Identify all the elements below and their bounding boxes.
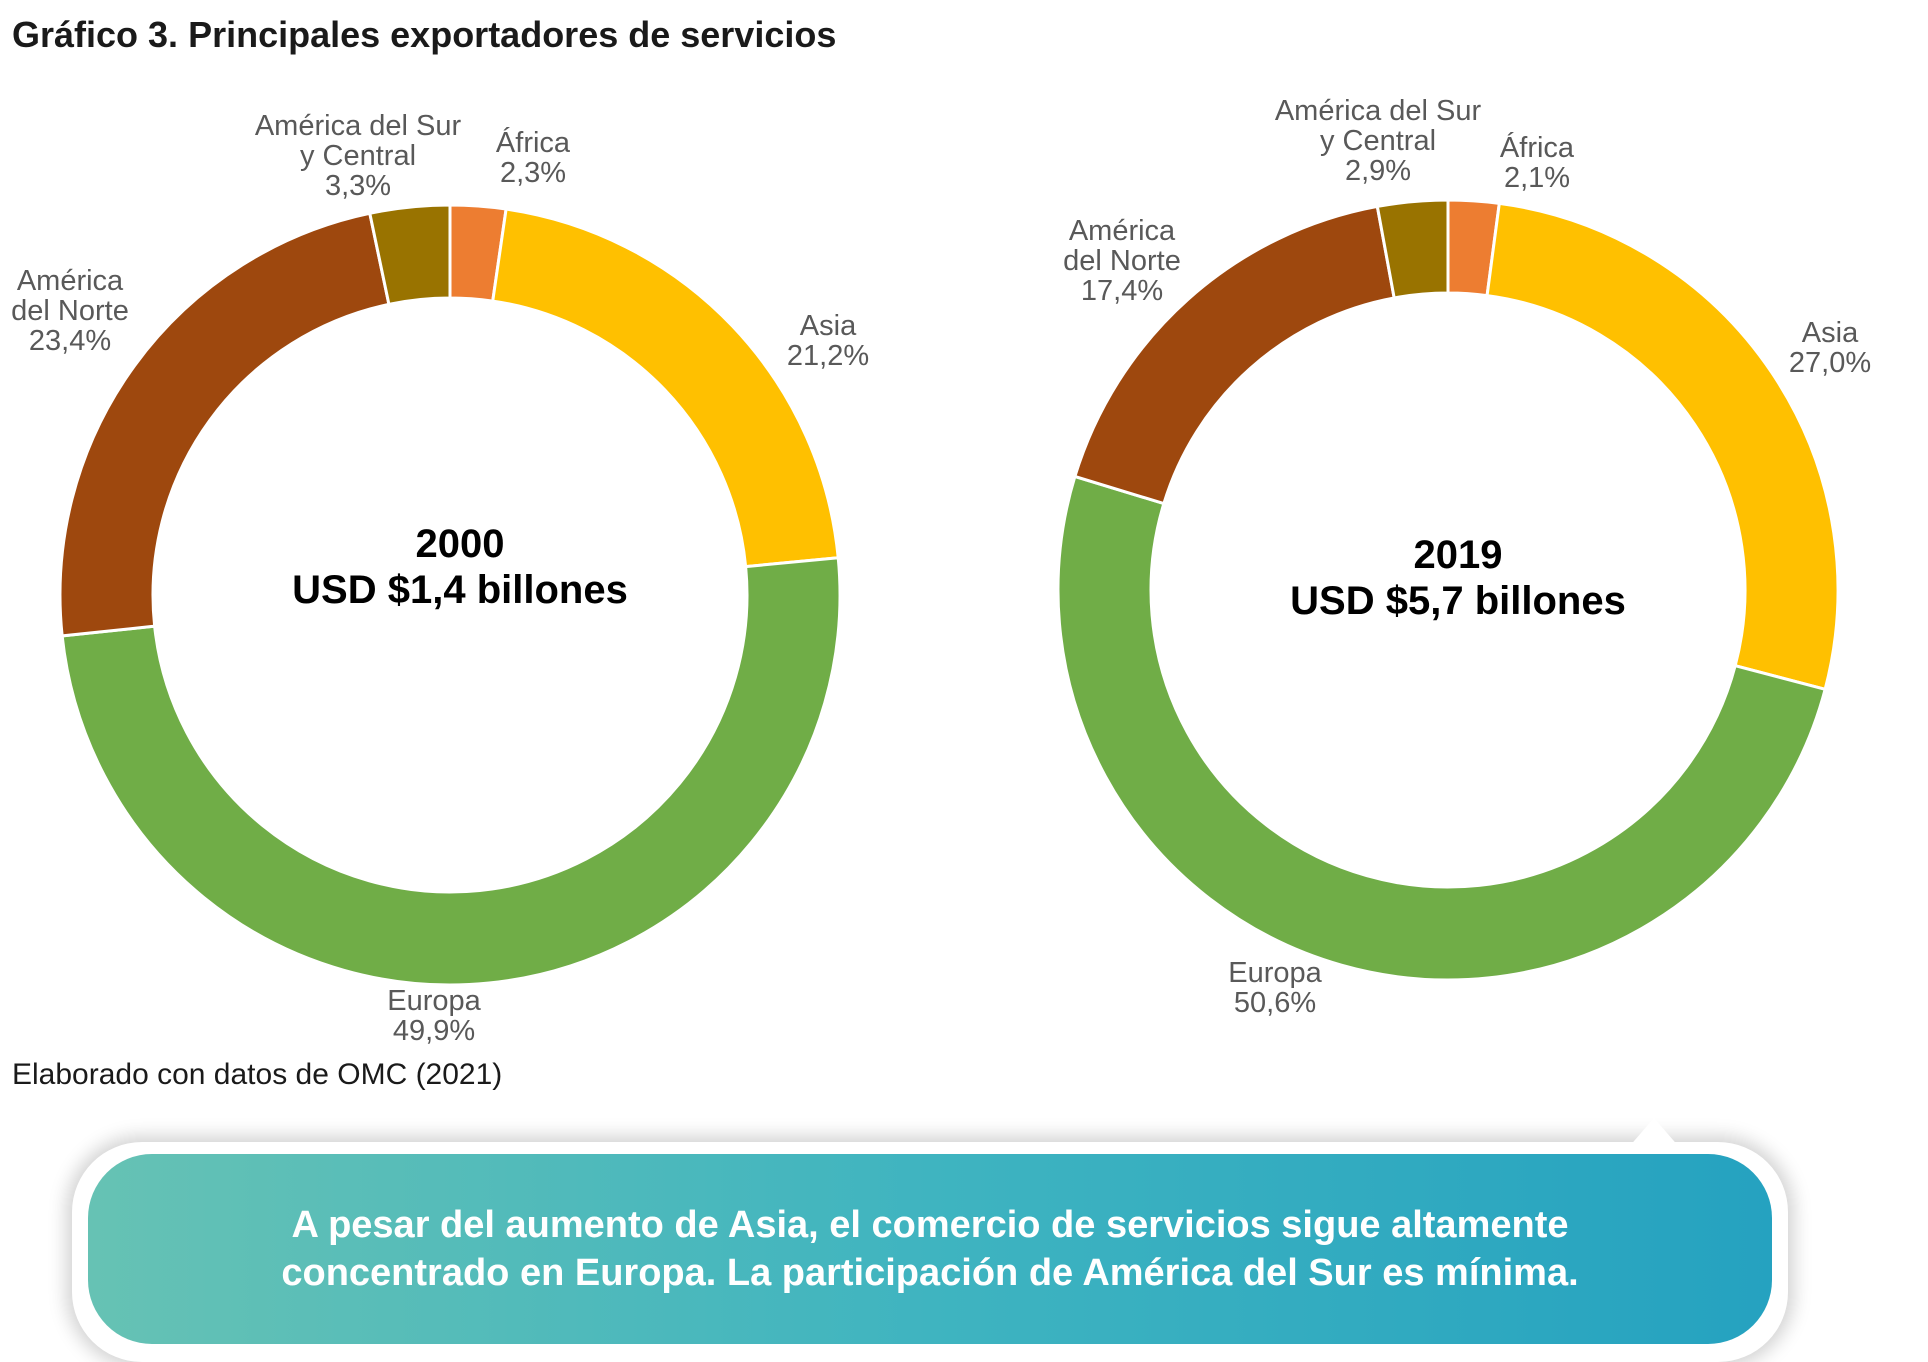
callout-line-1: A pesar del aumento de Asia, el comercio… [291,1204,1569,1246]
chart-title: Gráfico 3. Principales exportadores de s… [12,14,837,55]
callout-box: A pesar del aumento de Asia, el comercio… [72,1118,1788,1362]
center-total: USD $5,7 billones [1290,579,1626,623]
donut-slice [1375,198,1450,300]
donut-charts: África 2,3% Asia 21,2% Europa 49,9% América del… [11,95,1871,1047]
data-label: América del Norte 23,4% [11,265,129,357]
data-label: Europa 50,6% [1228,957,1322,1019]
data-label: América del Sur y Central 2,9% [1275,95,1482,187]
data-label: Europa 49,9% [387,985,481,1047]
data-label: América del Sur y Central 3,3% [255,110,462,202]
center-total: USD $1,4 billones [292,568,628,612]
data-label: África 2,3% [496,126,571,189]
data-label: África 2,1% [1500,131,1575,194]
donut-slice [491,207,840,569]
donut-slice [368,203,452,307]
donut-slice [1485,201,1840,692]
donut-slice [60,556,842,987]
callout-text: A pesar del aumento de Asia, el comercio… [201,1201,1658,1297]
source-note: Elaborado con datos de OMC (2021) [12,1058,503,1091]
center-year: 2019 [1414,533,1503,577]
data-label: Asia 21,2% [787,310,869,372]
data-label: América del Norte 17,4% [1063,215,1181,307]
callout-pointer [1628,1118,1680,1148]
callout-line-2: concentrado en Europa. La participación … [281,1252,1579,1294]
center-year: 2000 [416,522,505,566]
donut-slice [1056,474,1827,982]
data-label: Asia 27,0% [1789,317,1871,379]
